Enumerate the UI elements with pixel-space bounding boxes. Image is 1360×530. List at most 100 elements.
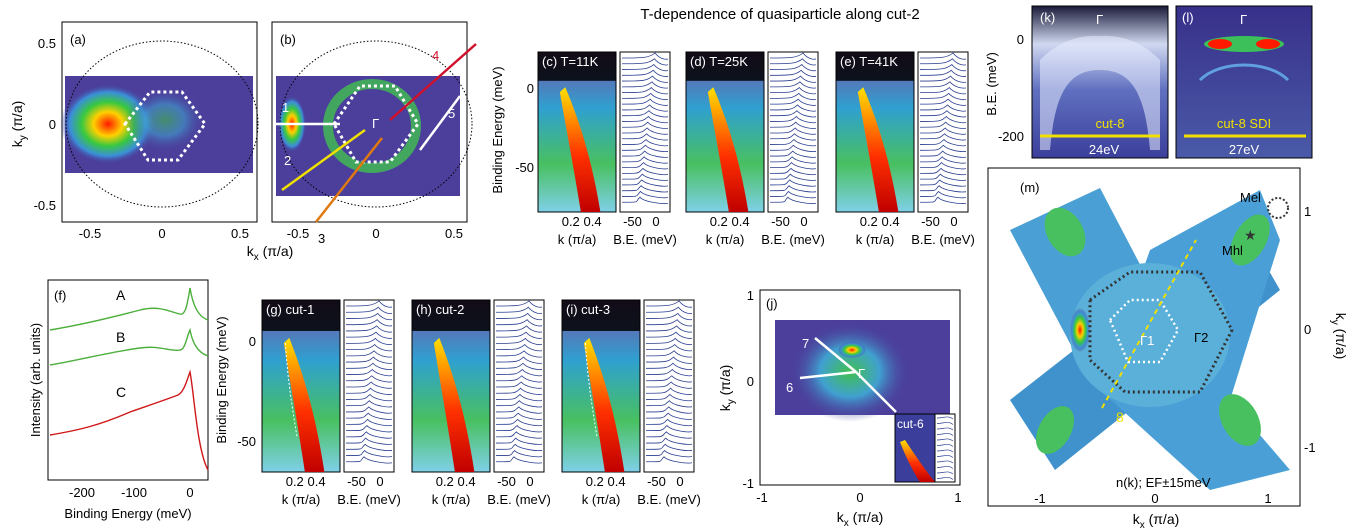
panel-h-mdc-curve [495,300,543,308]
panel-g-mdc-curve [345,375,393,383]
panel-m-blob-ur [1230,214,1270,266]
panel-h-betick-0: -50 [497,474,516,489]
panel-c-mdc-curve [621,115,669,124]
panel-h-mdc-curve [495,418,543,427]
panel-d-mdc-curve [769,133,817,141]
panel-h-betick-1: 0 [526,474,533,489]
panel-g-mdc-curve [345,418,393,427]
panel-b-xtick-0: -0.5 [287,226,309,241]
panel-l-hot-right [1256,39,1280,49]
panel-e-mdc-curve [919,121,967,129]
panel-e-mdc-curve [919,63,967,72]
panel-e-mdc-curve [919,196,967,204]
panels-cde: Binding Energy (meV) 0 -50 (c) T=11K 0.2 0… [490,51,975,247]
panel-g-mdc-curve [345,406,393,414]
panel-c-label: (c) T=11K [542,54,599,69]
edc-b-label: B [116,329,125,345]
panel-d-mdc-curve [769,127,817,135]
panel-g-top [262,300,340,331]
panel-d-ktick-1: 0.4 [732,214,750,229]
panel-b-frame [271,21,468,223]
panel-d-mdc-curve [769,63,817,72]
panel-k-label: (k) [1040,10,1055,25]
panel-d-mdc-curve [769,69,817,77]
panels-ghi: Binding Energy (meV) 0 -50 (g) cut-1 0.2 0… [214,299,701,507]
edc-c-curve [49,369,209,471]
panel-h-mdc-curve [495,368,543,377]
panel-g-mdc-curve [345,412,393,420]
panel-k-cut-label: cut-8 [1096,116,1125,131]
panel-d-mdc-curve [769,58,817,66]
panel-k-energy: 24eV [1089,142,1120,157]
m-ky-unit: (π/a) [1333,325,1349,360]
panel-m-mel-pocket [1267,197,1289,219]
panel-j-inset-band [900,440,935,482]
panel-d-mdc-curve [769,185,817,193]
cde-ytick-0: 0 [527,81,534,96]
panel-m-hotspot [1070,308,1090,352]
panel-h-mdc-curve [495,400,543,408]
panel-d-label: (d) T=25K [690,54,748,69]
panel-h-mdc-curve [495,425,543,433]
panel-m-gamma2: Γ2 [1194,330,1208,345]
panel-i-mdc-curve [645,443,693,451]
panel-g-belabel: B.E. (meV) [337,492,401,507]
panel-k-dispersion [1040,35,1160,150]
panel-i: (i) cut-3 0.2 0.4 -50 0 k (π/a) B.E. (meV) [561,299,701,507]
panel-i-top [562,300,640,331]
cut-6-to-inset [855,371,897,413]
kx-unit: (π/a) [259,243,294,259]
cut-4-line [389,43,477,121]
panel-g-mdc-curve [345,449,393,458]
panel-h-mdc-curve [495,437,543,445]
panel-a-ytick-2: -0.5 [34,198,56,213]
j-ky-sub: y [726,399,737,404]
panel-i-ktick-0: 0.2 [586,474,604,489]
panel-i-mdc-curve [645,300,693,308]
cut-3-label: 3 [318,231,325,246]
panel-e-mdc-curve [919,75,967,83]
panel-i-mdc-curve [645,362,693,370]
panel-j-ylabel: ky (π/a) [717,365,737,412]
panel-m-xtick-0: -1 [1034,491,1046,506]
panel-h-mdc-curve [495,325,543,333]
panel-e-mdc-curve [919,58,967,66]
panel-i-mdc-curve [645,319,693,327]
panel-j-frame [759,289,961,486]
panel-i-mdc-curve [645,312,693,321]
panel-g-mdc-curve [345,437,393,445]
panel-a-ylabel: ky (π/a) [9,101,29,148]
panel-h-mdc-curve [495,443,543,451]
panel-e-klabel: k (π/a) [856,232,895,247]
panel-c-mdc-curve [621,167,669,176]
panel-c-ktick-1: 0.4 [584,214,602,229]
panel-i-mdc-curve [645,344,693,352]
edc-a-label: A [116,287,126,303]
panel-a-xtick-0: -0.5 [79,226,101,241]
panel-e-mdc-curve [919,81,967,89]
panel-m-ytick-0: 1 [1304,204,1311,219]
panel-c-mdc-curve [621,63,669,72]
panel-g: (g) cut-1 0.2 0.4 -50 0 k (π/a) B.E. (meV) [261,299,401,507]
panel-j-xlabel: kx (π/a) [837,509,884,529]
panel-i-mdc-curve [645,393,693,402]
panel-e-mdc-curve [919,133,967,141]
panel-d-mdc-curve [769,104,817,112]
panel-i-mdc-curve [645,456,693,464]
panel-d-ktick-0: 0.2 [710,214,728,229]
panel-h-mdc-curve [495,406,543,414]
panel-h-band [433,337,475,472]
m-ky-sym: k [1333,313,1349,321]
panel-d-mdc-curve [769,92,817,101]
panel-h-mdc-curve [495,319,543,327]
panel-c-mdc-curve [621,87,669,95]
panel-g-label: (g) cut-1 [266,302,314,317]
panel-a-ytick-0: 0.5 [38,36,56,51]
panel-e-mdc-curve [919,110,967,118]
panel-e-belabel: B.E. (meV) [911,232,975,247]
panel-f-xtick-2: 0 [186,485,193,500]
panel-m-mel: Mel [1240,190,1261,205]
panel-i-mdc-curve [645,368,693,377]
panel-c-betick-1: 0 [652,214,659,229]
